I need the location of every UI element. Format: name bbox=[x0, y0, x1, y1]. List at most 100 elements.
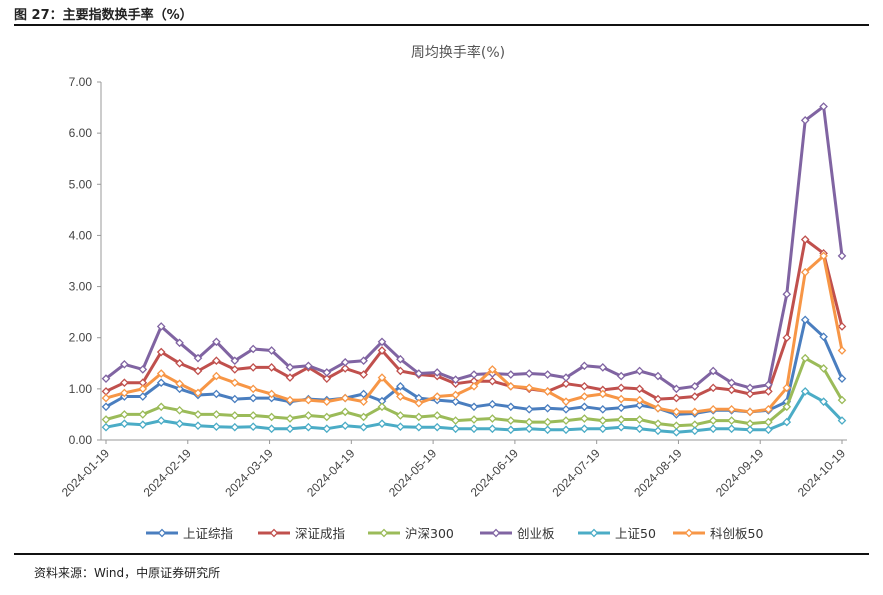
data-point bbox=[212, 337, 221, 347]
data-point bbox=[727, 404, 736, 414]
series-0 bbox=[101, 315, 847, 419]
data-point bbox=[377, 337, 387, 347]
y-tick-label: 6.00 bbox=[69, 126, 93, 140]
data-point bbox=[653, 394, 663, 404]
legend-marker bbox=[684, 528, 694, 538]
data-point bbox=[340, 421, 350, 430]
legend-label: 创业板 bbox=[517, 526, 555, 541]
data-point bbox=[359, 397, 368, 406]
data-point bbox=[193, 410, 203, 419]
data-point bbox=[616, 403, 626, 413]
data-point bbox=[708, 424, 718, 434]
data-point bbox=[708, 383, 718, 393]
data-point bbox=[248, 422, 258, 432]
data-point bbox=[837, 374, 847, 383]
data-point bbox=[745, 389, 755, 399]
data-point bbox=[727, 416, 736, 425]
legend-marker bbox=[269, 528, 279, 538]
data-point bbox=[488, 424, 497, 434]
data-point bbox=[230, 365, 240, 374]
data-point bbox=[819, 102, 828, 111]
data-point bbox=[248, 384, 258, 394]
data-point bbox=[561, 397, 571, 406]
data-point bbox=[727, 385, 736, 395]
data-point bbox=[340, 357, 350, 367]
data-point bbox=[764, 387, 773, 396]
data-point bbox=[635, 424, 644, 434]
data-point bbox=[819, 364, 828, 373]
data-point bbox=[359, 412, 368, 422]
data-point bbox=[322, 368, 332, 377]
data-point bbox=[800, 235, 810, 244]
data-point bbox=[175, 358, 184, 368]
data-point bbox=[580, 392, 589, 401]
data-point bbox=[285, 414, 295, 423]
data-point bbox=[212, 356, 221, 366]
data-point bbox=[800, 267, 810, 277]
data-point bbox=[745, 407, 755, 417]
y-tick-label: 4.00 bbox=[69, 228, 93, 242]
data-point bbox=[248, 393, 258, 403]
data-point bbox=[432, 411, 442, 420]
top-rule bbox=[14, 24, 869, 26]
data-point bbox=[120, 359, 129, 369]
data-point bbox=[543, 417, 552, 427]
data-point bbox=[598, 363, 608, 372]
data-point bbox=[414, 369, 424, 378]
data-point bbox=[101, 374, 111, 383]
data-point bbox=[377, 373, 387, 382]
y-tick-label: 5.00 bbox=[69, 177, 93, 191]
data-point bbox=[285, 424, 295, 434]
data-point bbox=[175, 379, 184, 389]
x-tick-label: 2024-02-19 bbox=[141, 446, 195, 500]
data-point bbox=[524, 383, 534, 393]
data-point bbox=[616, 415, 626, 424]
data-point bbox=[451, 424, 460, 434]
series-3 bbox=[101, 102, 847, 394]
data-point bbox=[580, 424, 589, 434]
data-point bbox=[340, 364, 350, 373]
data-point bbox=[156, 378, 166, 388]
data-point bbox=[101, 415, 111, 424]
data-point bbox=[598, 389, 608, 399]
data-point bbox=[782, 289, 792, 299]
data-point bbox=[138, 365, 148, 374]
data-point bbox=[653, 426, 663, 436]
data-point bbox=[561, 425, 571, 435]
data-point bbox=[469, 402, 479, 412]
data-point bbox=[377, 419, 387, 428]
data-point bbox=[506, 370, 516, 379]
data-point bbox=[635, 395, 644, 405]
data-point bbox=[230, 356, 240, 366]
data-point bbox=[396, 366, 405, 376]
line-chart: 周均换手率(%) 0.00 1.00 2.00 3.00 4.00 5.00 6.00 7.0… bbox=[59, 44, 849, 541]
data-point bbox=[396, 422, 405, 432]
data-point bbox=[837, 416, 847, 425]
data-point bbox=[635, 415, 644, 424]
x-tick-label: 2024-03-19 bbox=[222, 446, 276, 500]
data-point bbox=[230, 394, 240, 404]
data-point bbox=[101, 422, 111, 432]
data-point bbox=[708, 416, 718, 425]
data-point bbox=[101, 402, 111, 412]
data-point bbox=[304, 361, 313, 371]
data-point bbox=[212, 422, 221, 432]
data-point bbox=[690, 392, 700, 401]
legend-marker bbox=[491, 528, 501, 538]
data-point bbox=[488, 365, 497, 374]
data-point bbox=[267, 363, 276, 372]
data-point bbox=[819, 332, 828, 342]
data-point bbox=[653, 371, 663, 381]
data-point bbox=[543, 387, 552, 396]
data-point bbox=[138, 410, 148, 419]
data-point bbox=[267, 412, 276, 422]
series-5 bbox=[101, 251, 847, 417]
data-point bbox=[506, 402, 516, 412]
data-point bbox=[267, 389, 276, 399]
data-point bbox=[138, 420, 148, 429]
data-point bbox=[120, 388, 129, 398]
data-point bbox=[193, 366, 203, 376]
data-point bbox=[120, 410, 129, 419]
data-point bbox=[598, 404, 608, 414]
data-point bbox=[414, 422, 424, 432]
